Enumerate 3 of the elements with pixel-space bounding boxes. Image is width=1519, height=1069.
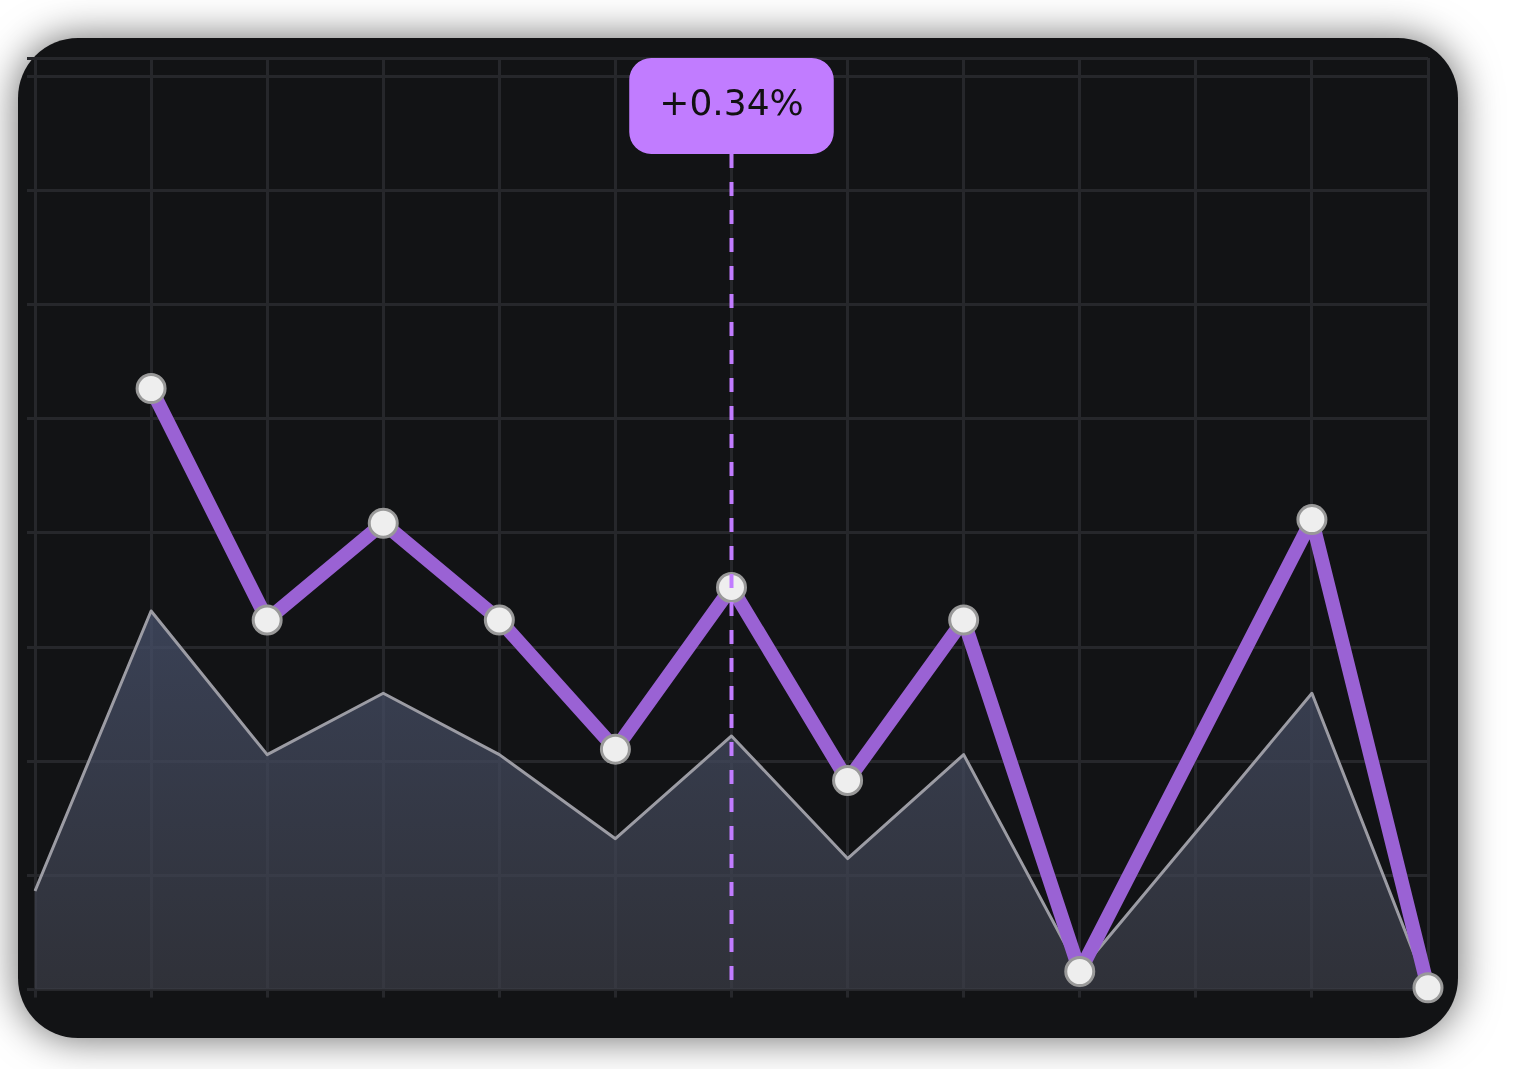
point [1412, 972, 1444, 1004]
point [1064, 956, 1096, 988]
text: +0.34% [659, 82, 804, 124]
